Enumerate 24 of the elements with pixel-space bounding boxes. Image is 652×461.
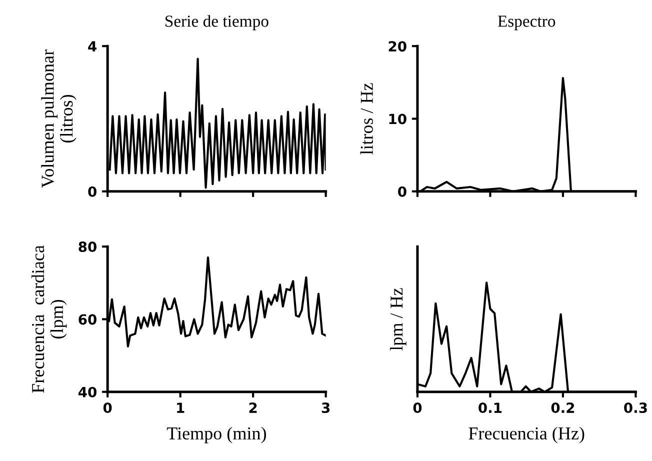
chart-title: Espectro <box>498 16 556 30</box>
chart-title: Serie de tiempo <box>166 15 268 30</box>
y-axis-title: Frecuencia cardiaca (lpm) <box>31 245 67 393</box>
y-tick-label: 60 <box>78 314 96 325</box>
x-tick-label: 2 <box>249 402 257 413</box>
y-axis-title: litros / Hz <box>360 83 373 154</box>
y-axis-title: lpm / Hz <box>390 288 406 350</box>
y-tick-label: 0 <box>398 186 406 197</box>
x-tick-label: 3 <box>322 402 330 414</box>
x-axis-title: Tiempo (min) <box>166 426 266 444</box>
y-axis-title: Volumen pulmonar (litros) <box>41 50 76 188</box>
x-tick-label: 0 <box>413 402 422 414</box>
y-tick-label: 10 <box>389 114 406 124</box>
x-tick-label: 0.2 <box>551 402 574 414</box>
y-tick-label: 4 <box>88 41 97 52</box>
y-tick-label: 20 <box>388 41 406 52</box>
y-tick-label: 40 <box>78 386 96 398</box>
x-axis-title: Frecuencia (Hz) <box>468 426 584 444</box>
x-tick-label: 0 <box>103 402 112 414</box>
x-tick-label: 0.1 <box>478 402 502 414</box>
y-tick-label: 0 <box>88 186 96 197</box>
y-tick-label: 80 <box>78 242 96 252</box>
x-tick-label: 1 <box>177 402 184 413</box>
x-tick-label: 0.3 <box>624 402 647 414</box>
